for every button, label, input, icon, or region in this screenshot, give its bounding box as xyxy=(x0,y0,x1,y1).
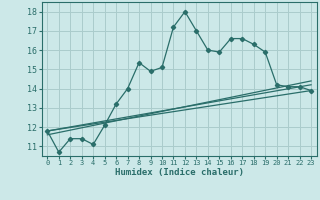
X-axis label: Humidex (Indice chaleur): Humidex (Indice chaleur) xyxy=(115,168,244,177)
